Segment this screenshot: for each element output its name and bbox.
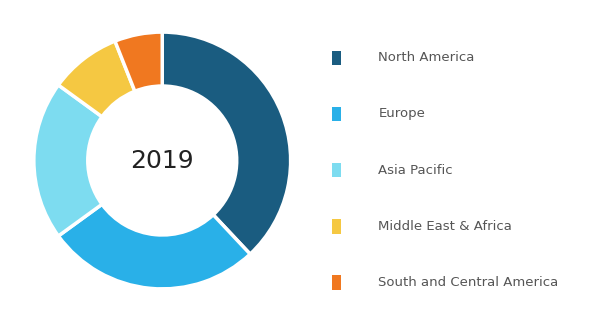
Text: Middle East & Africa: Middle East & Africa xyxy=(378,220,512,233)
Text: Europe: Europe xyxy=(378,108,425,120)
FancyBboxPatch shape xyxy=(332,107,340,121)
Text: North America: North America xyxy=(378,51,475,64)
FancyBboxPatch shape xyxy=(332,51,340,65)
FancyBboxPatch shape xyxy=(332,275,340,290)
Text: Asia Pacific: Asia Pacific xyxy=(378,164,453,177)
FancyBboxPatch shape xyxy=(332,163,340,178)
Wedge shape xyxy=(162,32,291,254)
Text: 2019: 2019 xyxy=(130,149,194,172)
Wedge shape xyxy=(58,41,135,117)
Wedge shape xyxy=(34,85,102,236)
Text: South and Central America: South and Central America xyxy=(378,276,559,289)
Wedge shape xyxy=(58,204,250,289)
FancyBboxPatch shape xyxy=(332,219,340,234)
Wedge shape xyxy=(115,32,162,91)
